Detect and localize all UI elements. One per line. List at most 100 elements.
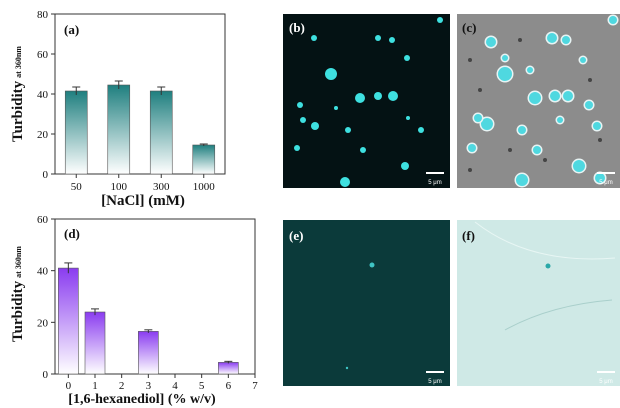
droplet-c	[486, 37, 496, 47]
droplet-b	[401, 162, 409, 170]
chart-a-xtick-label: 300	[153, 181, 170, 193]
droplet-c	[595, 173, 605, 183]
chart-d-bar	[58, 267, 79, 375]
chart-a-ylabel: Turbidityat 360nm	[10, 46, 26, 142]
droplet-c	[518, 126, 526, 134]
particle-c	[468, 58, 472, 62]
chart-d-ylabel-sub: at 360nm	[14, 246, 23, 278]
droplet-b	[340, 177, 350, 187]
droplet-e	[345, 366, 349, 370]
droplet-b	[294, 145, 300, 151]
droplet-b	[297, 102, 303, 108]
chart-a-bar	[149, 90, 173, 175]
droplet-c	[609, 16, 617, 24]
image-panel-f: (f) 5 μm	[457, 220, 620, 386]
chart-a-ytick-label: 80	[37, 9, 49, 21]
particle-c	[588, 78, 592, 82]
droplet-b	[375, 35, 381, 41]
droplet-b	[311, 122, 319, 130]
droplet-c	[468, 144, 476, 152]
droplet-b	[437, 17, 443, 23]
droplets-e	[345, 262, 375, 370]
chart-d-xtick-label: 7	[252, 380, 258, 392]
droplet-b	[404, 55, 410, 61]
panel-b-label: (b)	[289, 20, 305, 35]
image-panel-b: (b) 5 μm	[283, 14, 450, 188]
chart-a-ytick-label: 0	[43, 169, 49, 181]
droplet-c	[550, 91, 560, 101]
droplet-b	[334, 106, 338, 110]
droplet-c	[557, 117, 563, 123]
chart-a: 0 20 40 60 80 50 100 300 1000 (a) [NaCl] (mM) Tu…	[10, 9, 226, 209]
scale-label-b: 5 μm	[428, 180, 441, 186]
chart-a-xtick-label: 1000	[193, 181, 216, 193]
droplet-c	[585, 101, 593, 109]
chart-d-ytick-label: 60	[37, 214, 49, 226]
chart-a-bar	[192, 144, 216, 175]
droplet-c	[529, 92, 541, 104]
panel-f-label: (f)	[462, 228, 475, 243]
chart-d-xtick-label: 2	[119, 380, 125, 392]
droplet-b	[388, 91, 398, 101]
droplet-c	[481, 118, 493, 130]
droplet-b	[374, 92, 382, 100]
chart-d-bar	[218, 362, 239, 375]
chart-a-ytick-label: 60	[37, 49, 49, 61]
droplet-b	[406, 116, 410, 120]
droplet-c	[502, 55, 508, 61]
droplet-c	[563, 91, 573, 101]
droplet-b	[345, 127, 351, 133]
droplet-f	[545, 263, 551, 269]
droplet-b	[355, 93, 365, 103]
particle-c	[598, 138, 602, 142]
chart-d-xtick-label: 4	[172, 380, 178, 392]
droplet-c	[527, 67, 533, 73]
droplet-b	[325, 68, 337, 80]
particle-c	[468, 168, 472, 172]
particle-c	[508, 148, 512, 152]
chart-d-ylabel: Turbidityat 360nm	[10, 246, 26, 342]
droplets-f	[545, 263, 551, 269]
chart-a-xtick-label: 50	[71, 181, 83, 193]
chart-d: 0 20 40 60 0 1 2 3 4 5 6 7 (d) [1,6-hexanediol] (% …	[10, 214, 258, 407]
scale-label-e: 5 μm	[428, 379, 441, 385]
droplet-c	[498, 67, 512, 81]
droplet-b	[360, 147, 366, 153]
chart-a-ytick-label: 20	[37, 129, 49, 141]
droplet-c	[593, 122, 601, 130]
droplet-b	[311, 35, 317, 41]
droplet-b	[300, 117, 306, 123]
particle-c	[478, 88, 482, 92]
droplet-c	[580, 57, 586, 63]
droplet-c	[516, 174, 528, 186]
scale-label-f: 5 μm	[599, 379, 612, 385]
particle-c	[543, 158, 547, 162]
chart-d-xtick-label: 6	[226, 380, 232, 392]
chart-a-bar	[64, 90, 88, 175]
chart-d-xlabel: [1,6-hexanediol] (% w/v)	[68, 392, 216, 407]
chart-a-ytick-label: 40	[37, 89, 49, 101]
chart-d-bar	[138, 331, 159, 375]
chart-d-xtick-label: 1	[92, 380, 98, 392]
chart-a-panel-label: (a)	[64, 22, 79, 37]
droplet-c	[573, 160, 585, 172]
droplet-e	[369, 262, 375, 268]
droplet-b	[418, 127, 424, 133]
chart-d-ytick-label: 20	[37, 317, 49, 329]
panel-e-label: (e)	[289, 228, 303, 243]
fiber-line-f-2	[504, 299, 613, 331]
droplet-c	[562, 36, 570, 44]
droplet-c	[474, 114, 482, 122]
droplet-b	[389, 37, 395, 43]
chart-a-xlabel: [NaCl] (mM)	[101, 193, 185, 209]
chart-d-bar	[84, 311, 106, 375]
droplets-b	[294, 17, 443, 187]
particle-c	[518, 38, 522, 42]
droplet-c	[533, 146, 541, 154]
panel-c-label: (c)	[462, 20, 476, 35]
chart-a-xtick-label: 100	[111, 181, 128, 193]
chart-d-ytick-label: 40	[37, 266, 49, 278]
chart-d-panel-label: (d)	[64, 226, 80, 241]
chart-d-xtick-label: 3	[146, 380, 152, 392]
